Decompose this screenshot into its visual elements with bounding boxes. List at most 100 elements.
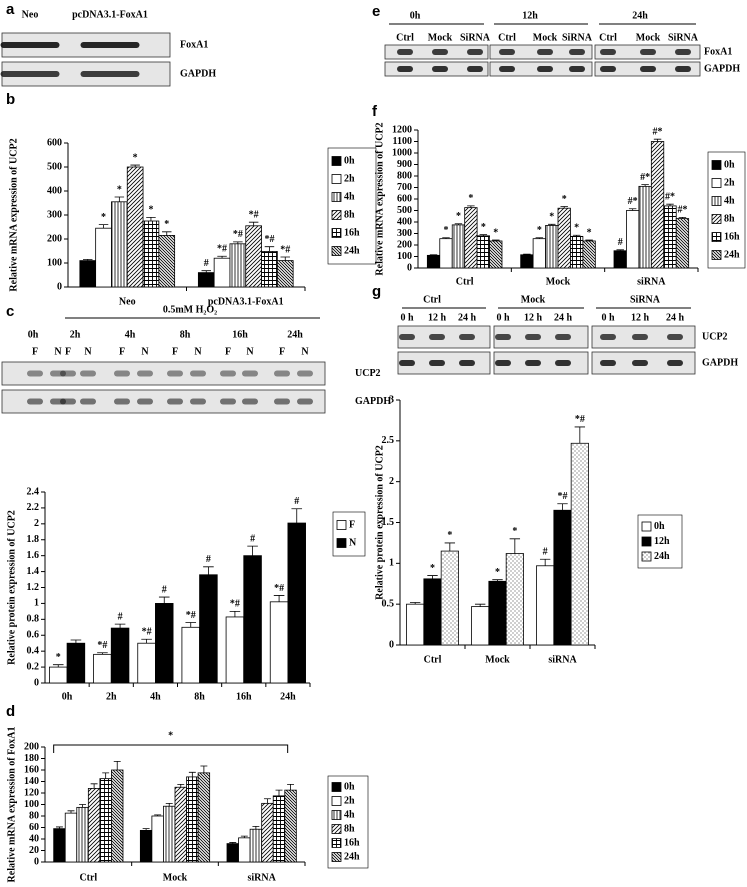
error-bar — [442, 237, 450, 239]
lane-label: N — [194, 346, 202, 357]
y-tick-label: 1 — [34, 598, 39, 609]
blot-band — [432, 49, 448, 55]
bar — [471, 606, 490, 646]
error-bar — [188, 771, 196, 777]
legend-label: 8h — [344, 823, 355, 834]
legend-swatch — [331, 246, 342, 256]
lane-label: 12 h — [631, 312, 650, 323]
bar — [276, 260, 294, 288]
blot-band — [525, 334, 541, 340]
significance-label: * — [549, 212, 554, 223]
significance-label: #* — [653, 126, 663, 137]
blot-band — [167, 370, 183, 377]
significance-label: #* — [677, 205, 687, 216]
error-bar — [90, 783, 98, 789]
significance-label: * — [101, 212, 106, 223]
error-bar — [217, 255, 227, 259]
x-tick-label: Mock — [163, 872, 188, 883]
bar — [151, 815, 164, 863]
error-bar — [203, 566, 214, 575]
lane-label: SiRNA — [562, 32, 593, 43]
bar — [626, 210, 640, 269]
bar — [110, 627, 130, 684]
y-tick-label: 1.6 — [27, 550, 40, 561]
blot-band — [569, 49, 585, 55]
legend-box — [332, 511, 366, 557]
significance-label: # — [206, 554, 211, 565]
significance-label: *# — [233, 229, 243, 240]
y-tick-label: 1100 — [393, 136, 412, 147]
error-bar — [264, 246, 275, 252]
significance-label: * — [574, 223, 579, 234]
blot-band — [399, 334, 415, 340]
bar — [261, 251, 278, 288]
blot-box — [1, 361, 326, 386]
blot-band — [60, 398, 76, 405]
bar — [464, 207, 478, 269]
significance-label: # — [118, 611, 123, 622]
significance-label: * — [148, 205, 153, 216]
bar — [570, 235, 584, 269]
y-tick-label: 200 — [47, 233, 62, 244]
x-tick-label: Neo — [119, 296, 136, 307]
bar — [213, 257, 231, 288]
bar — [570, 442, 589, 646]
blot-band — [555, 334, 571, 340]
blot-band — [0, 42, 60, 48]
error-bar — [557, 503, 568, 511]
y-tick-label: 200 — [24, 741, 39, 752]
legend-label: 0h — [344, 781, 355, 792]
legend-swatch — [331, 838, 342, 848]
significance-label: * — [493, 227, 498, 238]
y-tick-label: 1.2 — [27, 582, 40, 593]
panel-letter: c — [6, 303, 14, 320]
lane-label: Mock — [428, 32, 453, 43]
y-tick-label: 2 — [389, 476, 394, 487]
y-tick-label: 1.4 — [27, 566, 40, 577]
y-tick-label: 0.8 — [27, 614, 40, 625]
lane-label: F — [225, 346, 231, 357]
bar — [638, 185, 652, 269]
panel-letter: e — [372, 3, 380, 20]
group-label: 2h — [70, 329, 81, 340]
error-bar — [114, 196, 125, 202]
blot-band — [80, 398, 96, 405]
blot-band — [495, 360, 511, 366]
blot-band — [675, 49, 691, 55]
group-label: 4h — [125, 329, 136, 340]
blot-band — [432, 66, 448, 72]
blot-band — [60, 370, 76, 377]
bar — [155, 603, 174, 684]
bar — [79, 260, 97, 288]
legend-box — [707, 151, 746, 269]
bar — [536, 565, 555, 646]
error-bar — [539, 558, 551, 566]
legend-swatch — [331, 210, 342, 220]
y-axis-label: Relative mRNA expression of UCP2 — [374, 122, 385, 275]
y-tick-label: 100 — [397, 251, 412, 262]
blot-band — [50, 370, 66, 377]
legend-swatch — [331, 852, 342, 862]
bar — [95, 227, 112, 288]
y-axis-label: Relative protein expression of UCP2 — [374, 445, 385, 600]
y-tick-label: 400 — [47, 185, 62, 196]
bar — [76, 806, 89, 863]
bar — [582, 240, 596, 269]
y-tick-label: 0 — [57, 281, 62, 292]
legend-label: 16h — [344, 837, 360, 848]
blot-band — [640, 66, 656, 72]
bar — [488, 580, 507, 646]
significance-label: * — [562, 194, 567, 205]
group-label: 8h — [180, 329, 191, 340]
x-tick-label: siRNA — [247, 872, 276, 883]
legend-swatch — [711, 160, 722, 170]
legend-label: 2h — [344, 173, 355, 184]
legend-label: F — [349, 519, 355, 530]
bar — [532, 238, 546, 269]
y-axis-label: Relative mRNA expression of FoxA1 — [6, 727, 17, 883]
legend-swatch — [331, 796, 342, 806]
blot-band — [274, 398, 290, 405]
error-bar — [628, 208, 637, 211]
error-bar — [474, 603, 486, 607]
error-bar — [200, 765, 208, 773]
